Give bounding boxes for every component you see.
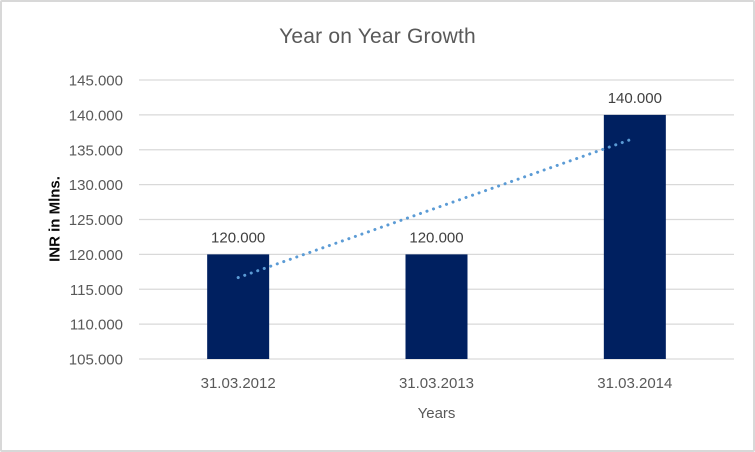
bar-data-label: 120.000 xyxy=(211,229,265,246)
x-tick-label: 31.03.2012 xyxy=(201,375,276,392)
y-tick-label: 110.000 xyxy=(70,317,123,334)
y-tick-label: 140.000 xyxy=(69,107,123,124)
y-tick-label: 135.000 xyxy=(69,142,123,159)
bar[interactable] xyxy=(405,254,468,359)
y-tick-label: 105.000 xyxy=(69,352,123,369)
bar-data-label: 120.000 xyxy=(409,229,463,246)
chart-title: Year on Year Growth xyxy=(279,25,476,48)
x-tick-label: 31.03.2013 xyxy=(399,375,474,392)
y-tick-label: 115.000 xyxy=(70,282,123,299)
trendline[interactable] xyxy=(236,136,637,280)
y-tick-label: 145.000 xyxy=(69,73,123,90)
y-tick-label: 130.000 xyxy=(69,177,123,194)
bar[interactable] xyxy=(207,254,270,359)
y-tick-label: 120.000 xyxy=(69,247,123,264)
x-axis-title: Years xyxy=(417,405,456,422)
bar-data-label: 140.000 xyxy=(608,90,662,107)
bar[interactable] xyxy=(603,114,666,359)
y-tick-label: 125.000 xyxy=(69,212,123,229)
x-tick-label: 31.03.2014 xyxy=(597,375,672,392)
